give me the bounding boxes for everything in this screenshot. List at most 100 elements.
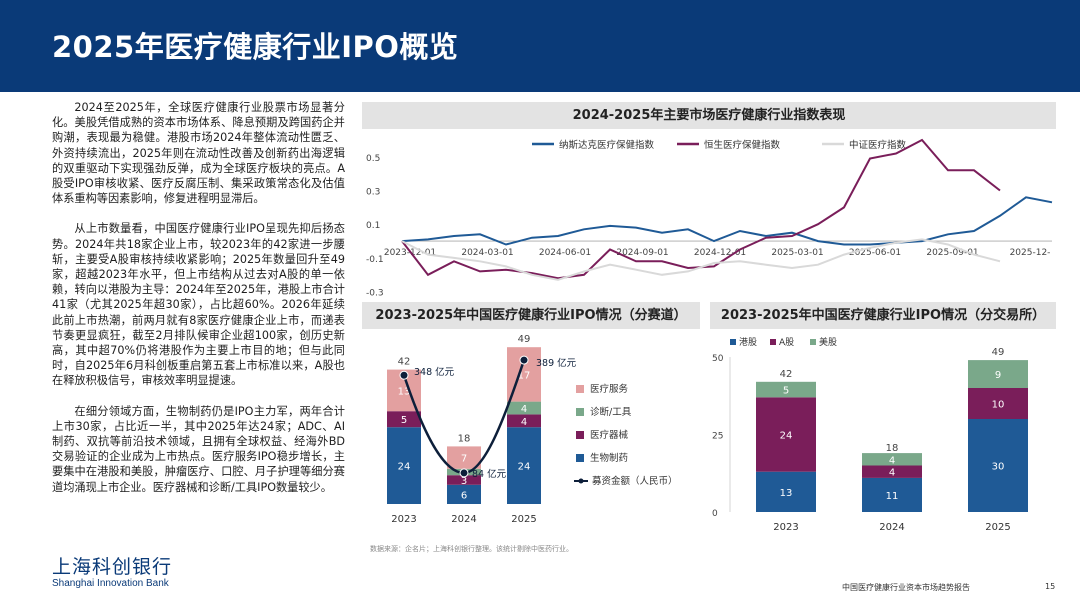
funding-label-0: 348 亿元: [414, 366, 455, 378]
y-tick-label-1: 0.3: [366, 188, 380, 198]
exchange-bar-label-0-0: 13: [780, 488, 793, 499]
sector-legend-dot: [578, 478, 584, 484]
legend-label-1: 恒生医疗保健指数: [704, 139, 781, 151]
exchange-bar-label-0-1: 24: [780, 431, 793, 442]
sector-total-1: 18: [458, 433, 471, 444]
sector-legend-swatch-2: [576, 408, 584, 416]
exchange-chart-title: 2023-2025年中国医疗健康行业IPO情况（分交易所）: [720, 308, 1046, 323]
exchange-x-label-1: 2024: [879, 522, 904, 533]
series-line-2: [401, 238, 1001, 281]
sector-bar-label-1-3: 7: [461, 454, 467, 465]
x-tick-label-5: 2025-03-01: [771, 248, 823, 258]
exchange-bar-2-2: [968, 360, 1028, 388]
funding-point-0: [399, 370, 409, 380]
paragraph-2: 从上市数量看，中国医疗健康行业IPO呈现先抑后扬态势。2024年共18家企业上市…: [52, 222, 345, 388]
exchange-bar-2-1: [968, 388, 1028, 419]
body-text: 2024至2025年，全球医疗健康行业股票市场显著分化。美股凭借成熟的资本市场体…: [52, 100, 345, 510]
exchange-legend-swatch-2: [810, 339, 816, 345]
page-number: 15: [1045, 582, 1056, 591]
sector-legend-swatch-1: [576, 431, 584, 439]
exchange-bar-2-0: [968, 419, 1028, 512]
series-line-0: [401, 196, 1053, 246]
bank-logo-en: Shanghai Innovation Bank: [52, 578, 169, 589]
sector-bar-1-0: [447, 484, 481, 504]
exchange-bar-0-0: [756, 471, 816, 512]
index-line-chart: 纳斯达克医疗保健指数 恒生医疗保健指数 中证医疗指数 0.5 0.3 0.1 -0.1 -0.…: [366, 138, 1053, 299]
exchange-y-tick-2: 50: [712, 354, 724, 364]
sector-bar-label-0-1: 5: [401, 415, 407, 426]
exchange-bar-1-1: [862, 465, 922, 478]
sector-legend-line-label: 募资金额（人民币）: [592, 475, 678, 487]
sector-bar-2-2: [507, 401, 541, 415]
sector-total-2: 49: [518, 334, 531, 345]
sector-bar-label-2-2: 4: [521, 404, 527, 415]
x-tick-label-6: 2025-06-01: [849, 248, 901, 258]
sector-legend-swatch-0: [576, 454, 584, 462]
funding-label-2: 389 亿元: [536, 357, 577, 369]
exchange-bar-label-2-0: 30: [992, 462, 1005, 473]
sector-total-0: 42: [398, 357, 411, 368]
page-title: 2025年医疗健康行业IPO概览: [52, 30, 459, 64]
sector-bar-label-2-1: 4: [521, 417, 527, 428]
y-tick-label-0: 0.5: [366, 154, 380, 164]
exchange-legend-label-0: 港股: [739, 336, 757, 348]
exchange-legend-label-2: 美股: [819, 336, 837, 348]
exchange-legend-swatch-0: [730, 339, 736, 345]
x-tick-label-2: 2024-06-01: [539, 248, 591, 258]
exchange-x-label-2: 2025: [985, 522, 1010, 533]
sector-legend-label-1: 医疗器械: [590, 429, 629, 441]
exchange-y-tick-0: 0: [712, 509, 718, 519]
legend-label-0: 纳斯达克医疗保健指数: [559, 139, 655, 151]
exchange-total-2: 49: [992, 347, 1005, 358]
x-tick-label-8: 2025-12-: [1010, 248, 1051, 258]
exchange-bar-0-2: [756, 381, 816, 398]
sector-chart-title-bar: 2023-2025年中国医疗健康行业IPO情况（分赛道）: [362, 302, 700, 329]
exchange-bar-label-1-0: 11: [886, 491, 899, 502]
paragraph-3: 在细分领域方面，生物制药仍是IPO主力军，两年合计上市30家，占比近一半，其中2…: [52, 404, 345, 494]
sector-ipo-chart: 245134220236327182024244417492025348 亿元8…: [387, 334, 678, 525]
exchange-x-label-0: 2023: [773, 522, 798, 533]
sector-bar-label-1-0: 6: [461, 490, 467, 501]
header-banner: 2025年医疗健康行业IPO概览: [0, 0, 1080, 92]
line-chart-title: 2024-2025年主要市场医疗健康行业指数表现: [572, 108, 846, 123]
sector-legend-swatch-3: [576, 385, 584, 393]
funding-label-1: 84 亿元: [472, 468, 507, 480]
exchange-total-0: 42: [780, 369, 793, 380]
exchange-bar-0-1: [756, 397, 816, 472]
exchange-bar-label-2-2: 9: [995, 370, 1001, 381]
exchange-bar-label-0-2: 5: [783, 386, 789, 397]
funding-point-1: [459, 468, 469, 478]
sector-bar-label-2-3: 17: [518, 370, 531, 381]
exchange-chart-title-bar: 2023-2025年中国医疗健康行业IPO情况（分交易所）: [710, 302, 1056, 329]
sector-x-label-0: 2023: [391, 514, 416, 525]
y-tick-label-3: -0.1: [366, 255, 384, 265]
sector-bar-label-2-0: 24: [518, 462, 531, 473]
sector-x-label-2: 2025: [511, 514, 536, 525]
exchange-total-1: 18: [886, 443, 899, 454]
sector-legend-label-3: 医疗服务: [590, 383, 629, 395]
sector-x-label-1: 2024: [451, 514, 476, 525]
sector-bar-label-0-0: 24: [398, 462, 411, 473]
sector-bar-1-1: [447, 475, 481, 485]
sector-bar-0-1: [387, 411, 421, 428]
exchange-bar-label-2-1: 10: [992, 400, 1005, 411]
funding-point-2: [519, 355, 529, 365]
sector-legend-label-0: 生物制药: [590, 452, 628, 464]
sector-bar-0-0: [387, 427, 421, 504]
x-tick-label-3: 2024-09-01: [616, 248, 668, 258]
source-note: 数据来源：企名片；上海科创银行整理。该统计剔除中医药行业。: [370, 545, 573, 553]
sector-bar-2-0: [507, 427, 541, 504]
exchange-bar-label-1-1: 4: [889, 468, 895, 479]
line-chart-title-bar: 2024-2025年主要市场医疗健康行业指数表现: [362, 102, 1056, 129]
sector-bar-label-1-1: 3: [461, 476, 467, 487]
x-tick-label-7: 2025-09-01: [926, 248, 978, 258]
exchange-ipo-chart: 港股 A股 美股0255013245422023114418202430109492…: [712, 336, 1028, 533]
y-tick-label-2: 0.1: [366, 221, 380, 231]
sector-bar-1-3: [447, 446, 481, 469]
sector-bar-2-1: [507, 414, 541, 428]
exchange-y-tick-1: 25: [712, 432, 723, 442]
exchange-legend-swatch-1: [770, 339, 776, 345]
sector-chart-title: 2023-2025年中国医疗健康行业IPO情况（分赛道）: [375, 308, 687, 323]
y-tick-label-4: -0.3: [366, 289, 384, 299]
sector-bar-label-0-3: 13: [398, 386, 411, 397]
